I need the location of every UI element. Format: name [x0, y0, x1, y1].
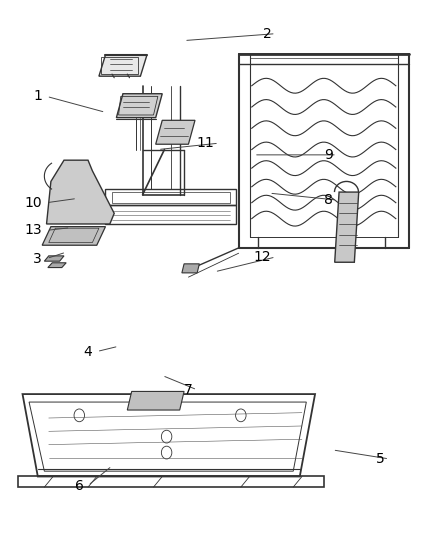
Polygon shape	[155, 120, 195, 144]
Text: 9: 9	[324, 148, 332, 162]
Text: 7: 7	[184, 383, 193, 397]
Text: 8: 8	[324, 193, 332, 207]
Text: 6: 6	[75, 479, 84, 492]
Text: 13: 13	[25, 223, 42, 237]
Polygon shape	[48, 263, 66, 268]
Text: 2: 2	[263, 27, 272, 41]
Text: 5: 5	[376, 452, 385, 466]
Text: 1: 1	[33, 90, 42, 103]
Text: 3: 3	[33, 252, 42, 265]
Text: 12: 12	[254, 250, 272, 264]
Polygon shape	[42, 227, 106, 245]
Polygon shape	[44, 256, 64, 261]
Polygon shape	[117, 94, 162, 118]
Polygon shape	[99, 55, 147, 76]
Polygon shape	[335, 192, 359, 262]
Polygon shape	[46, 160, 114, 224]
Polygon shape	[127, 391, 184, 410]
Text: 10: 10	[25, 196, 42, 209]
Text: 11: 11	[197, 136, 215, 150]
Polygon shape	[182, 264, 199, 273]
Text: 4: 4	[84, 344, 92, 359]
